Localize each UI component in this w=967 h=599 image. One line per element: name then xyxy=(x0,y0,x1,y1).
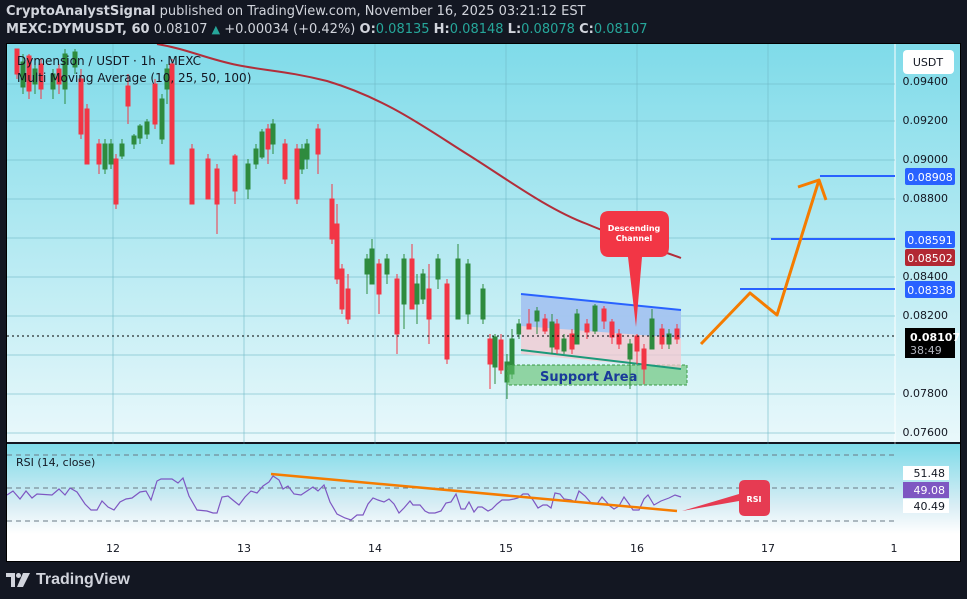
price-change: +0.00034 (+0.42%) xyxy=(224,22,356,37)
open-value: 0.08135 xyxy=(375,22,430,37)
svg-text:40.49: 40.49 xyxy=(914,500,946,513)
channel-upper-line xyxy=(520,293,682,311)
channel-lower-line xyxy=(520,349,682,370)
svg-text:15: 15 xyxy=(499,542,513,555)
svg-text:Descending: Descending xyxy=(608,224,661,233)
svg-text:14: 14 xyxy=(368,542,382,555)
svg-text:1: 1 xyxy=(891,542,898,555)
chart-frame[interactable]: Support Area xyxy=(6,43,961,562)
current-price-label: 0.08107 xyxy=(910,331,960,344)
low-label: L: xyxy=(507,22,522,37)
target2-price-label: 0.08591 xyxy=(907,234,953,247)
rsi-callout: RSI xyxy=(682,480,770,516)
projection-arrowhead-icon xyxy=(797,178,828,201)
projection-path xyxy=(699,179,821,346)
high-value: 0.08148 xyxy=(449,22,504,37)
ma-price-label: 0.08502 xyxy=(907,252,953,265)
currency-button[interactable] xyxy=(903,50,954,74)
moving-average-line xyxy=(156,44,682,259)
svg-text:0.07600: 0.07600 xyxy=(903,426,949,439)
support-area-zone xyxy=(506,364,688,386)
brand-name: TradingView xyxy=(36,571,130,588)
tradingview-logo-icon xyxy=(6,573,30,587)
arrow-up-icon: ▲ xyxy=(211,23,221,36)
tradingview-logo[interactable]: TradingView xyxy=(6,571,130,589)
rsi-axis-labels: 51.48 49.08 40.49 xyxy=(903,466,949,513)
svg-text:49.08: 49.08 xyxy=(914,484,946,497)
svg-text:13: 13 xyxy=(237,542,251,555)
svg-text:0.07800: 0.07800 xyxy=(903,387,949,400)
svg-text:0.09400: 0.09400 xyxy=(903,75,949,88)
svg-text:0.09000: 0.09000 xyxy=(903,153,949,166)
chart-legend-title: Dymension / USDT · 1h · MEXC xyxy=(17,54,201,68)
descending-channel-callout: Descending Channel xyxy=(600,211,669,327)
rsi-trendline xyxy=(270,472,678,513)
publish-info: published on TradingView.com, November 1… xyxy=(159,4,586,19)
main-pane[interactable] xyxy=(7,44,895,442)
svg-text:Channel: Channel xyxy=(616,234,653,243)
price-axis-labels: USDT 0.09400 0.09200 0.09000 0.08800 0.0… xyxy=(903,50,960,439)
author-name[interactable]: CryptoAnalystSignal xyxy=(6,4,156,19)
symbol-label: MEXC:DYMUSDT, 60 xyxy=(6,22,150,37)
rsi-legend[interactable]: RSI (14, close) xyxy=(16,456,95,469)
bar-countdown: 38:49 xyxy=(910,344,942,357)
svg-text:12: 12 xyxy=(106,542,120,555)
high-label: H: xyxy=(433,22,450,37)
svg-text:51.48: 51.48 xyxy=(914,467,946,480)
svg-text:17: 17 xyxy=(761,542,775,555)
time-axis[interactable] xyxy=(7,534,961,562)
svg-text:0.08800: 0.08800 xyxy=(903,192,949,205)
last-price: 0.08107 xyxy=(153,22,208,37)
svg-text:0.09200: 0.09200 xyxy=(903,114,949,127)
target3-price-label: 0.08908 xyxy=(907,171,953,184)
indicator-legend[interactable]: Multi Moving Average (10, 25, 50, 100) xyxy=(17,71,251,85)
support-area-label: Support Area xyxy=(540,370,637,385)
svg-text:0.08200: 0.08200 xyxy=(903,309,949,322)
chart-header: CryptoAnalystSignal published on Trading… xyxy=(6,3,648,39)
open-label: O: xyxy=(359,22,376,37)
svg-text:0.08400: 0.08400 xyxy=(903,270,949,283)
channel-upper-fill xyxy=(521,294,681,338)
low-value: 0.08078 xyxy=(521,22,575,37)
time-axis-labels: 12 13 14 15 16 17 1 xyxy=(106,542,898,555)
candlesticks xyxy=(14,48,522,399)
svg-text:RSI: RSI xyxy=(747,495,762,504)
svg-text:USDT: USDT xyxy=(913,56,944,69)
close-label: C: xyxy=(579,22,594,37)
close-value: 0.08107 xyxy=(593,22,648,37)
svg-text:16: 16 xyxy=(630,542,644,555)
target1-price-label: 0.08338 xyxy=(907,284,953,297)
